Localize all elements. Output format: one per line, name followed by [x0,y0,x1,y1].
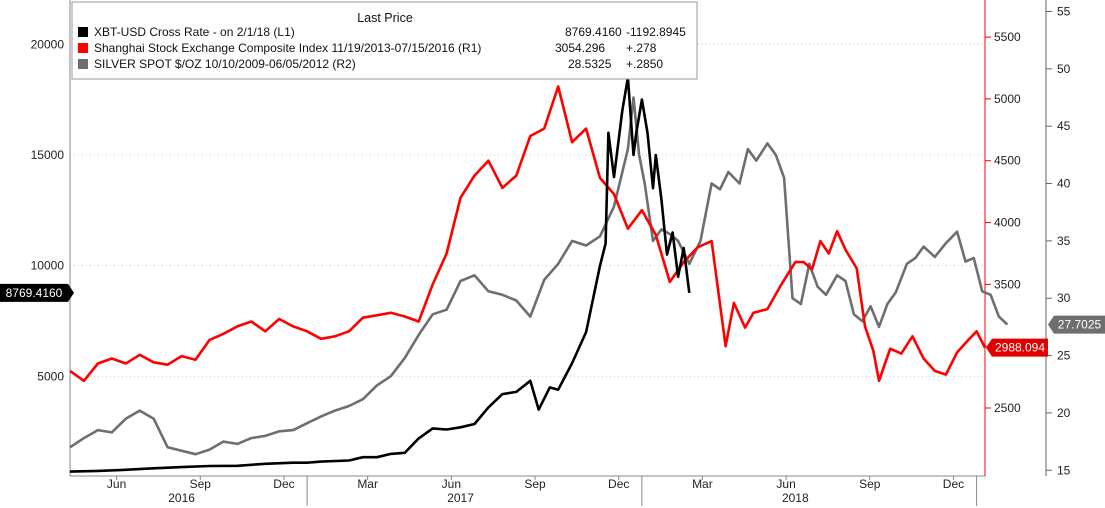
year-label: 2018 [782,491,809,505]
series-line-silver [69,96,1009,456]
x-tick-label: Jun [107,477,126,491]
right2-tick-label: 45 [1057,119,1071,133]
tag-text: 2988.094 [995,341,1045,355]
right1-tick-label: 3500 [994,277,1021,291]
legend-change-shanghai: +.278 [626,41,657,55]
legend-change-xbt: -1192.8945 [626,25,686,39]
tag-background [0,283,74,302]
x-tick-label: Sep [524,477,546,491]
series-layer [69,76,1009,473]
right2-tick-label: 20 [1057,406,1071,420]
right1-tick-label: 4500 [994,154,1021,168]
legend-label-silver: SILVER SPOT $/OZ 10/10/2009-06/05/2012 (… [94,57,356,71]
right1-tick-label: 2500 [994,401,1021,415]
tag-text: 8769.4160 [6,286,63,300]
legend-swatch-xbt [78,27,88,37]
right2-tick-label: 15 [1057,463,1071,477]
legend-label-shanghai: Shanghai Stock Exchange Composite Index … [94,41,481,55]
x-tick-label: Mar [692,477,713,491]
legend-header: Last Price [357,11,413,25]
year-label: 2017 [447,491,474,505]
legend-label-xbt: XBT-USD Cross Rate - on 2/1/18 (L1) [94,25,295,39]
tag-background [1048,315,1105,334]
left-tick-label: 15000 [31,148,65,162]
axes: 5000100001500020000250030003500400045005… [31,0,1071,506]
legend-box [71,1,698,80]
x-tick-label: Jun [442,477,461,491]
x-tick-label: Dec [608,477,629,491]
right2-tick-label: 35 [1057,234,1071,248]
right1-tick-label: 5000 [994,92,1021,106]
right2-tick-label: 50 [1057,62,1071,76]
last-value-tags: 8769.4160 2988.094 27.7025 [0,283,1105,357]
last-value-tag-silver: 27.7025 [1048,315,1105,334]
x-tick-label: Mar [357,477,378,491]
year-label: 2016 [168,491,195,505]
left-tick-label: 10000 [31,259,65,273]
right1-tick-label: 4000 [994,216,1021,230]
grid [70,43,985,377]
legend-swatch-silver [78,59,88,69]
series-line-shanghai [69,85,987,383]
x-tick-label: Dec [273,477,294,491]
series-line-xbt [69,76,691,473]
tag-text: 27.7025 [1058,318,1102,332]
legend-value-shanghai: 3054.296 [555,41,605,55]
legend-change-silver: +.2850 [626,57,663,71]
x-tick-label: Dec [943,477,964,491]
legend-value-xbt: 8769.4160 [565,25,622,39]
legend-value-silver: 28.5325 [568,57,612,71]
right2-tick-label: 55 [1057,4,1071,18]
last-value-tag-shanghai: 2988.094 [986,338,1048,357]
x-tick-label: Jun [776,477,795,491]
left-tick-label: 20000 [31,37,65,51]
x-tick-label: Sep [859,477,881,491]
legend: Last Price XBT-USD Cross Rate - on 2/1/1… [71,1,698,80]
left-tick-label: 5000 [37,369,64,383]
tag-background [986,338,1048,357]
x-tick-label: Sep [190,477,212,491]
right2-tick-label: 25 [1057,349,1071,363]
right1-tick-label: 5500 [994,30,1021,44]
right2-tick-label: 40 [1057,177,1071,191]
legend-swatch-shanghai [78,43,88,53]
right2-tick-label: 30 [1057,291,1071,305]
last-value-tag-xbt: 8769.4160 [0,283,74,302]
